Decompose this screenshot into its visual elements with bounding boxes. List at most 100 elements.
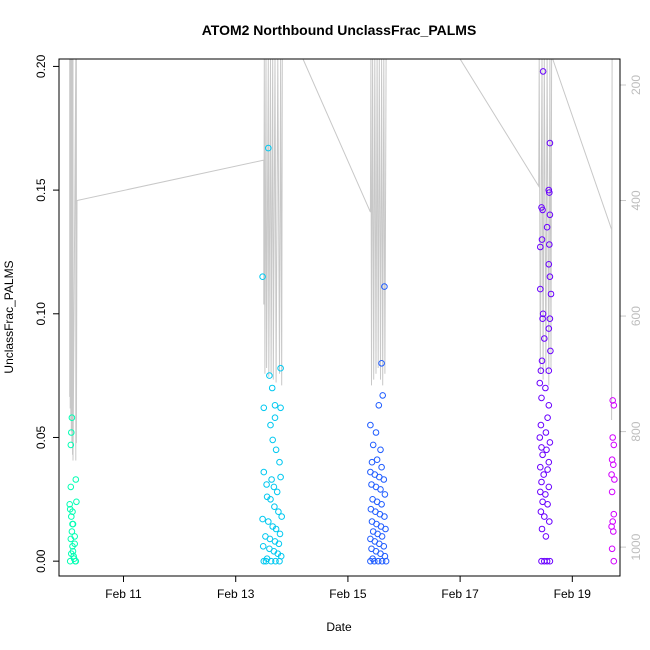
data-point [271, 414, 279, 422]
data-point [374, 557, 382, 565]
data-point [546, 139, 554, 147]
data-point [378, 557, 386, 565]
data-point [610, 461, 617, 469]
data-point [71, 540, 78, 548]
data-point [382, 525, 389, 533]
data-point [610, 528, 617, 535]
data-point [68, 528, 76, 535]
data-point [72, 476, 80, 483]
data-point [263, 481, 270, 488]
x-tick-label: Feb 19 [554, 587, 592, 601]
data-point [268, 476, 275, 483]
pressure-trace-layer [67, 59, 613, 461]
data-point [537, 488, 544, 496]
data-point [68, 429, 75, 436]
data-point [544, 414, 551, 422]
data-point [276, 458, 283, 466]
data-point [271, 503, 278, 511]
data-point [380, 543, 388, 550]
data-point [546, 518, 553, 525]
data-point [271, 402, 279, 409]
data-point [266, 372, 273, 379]
data-point [381, 513, 388, 520]
x-tick-label: Feb 13 [217, 587, 255, 601]
data-point [381, 491, 389, 498]
x-axis-label: Date [326, 620, 352, 634]
plot-frame [58, 58, 621, 577]
data-point [537, 243, 544, 251]
data-point [377, 446, 384, 454]
data-point [541, 513, 548, 520]
data-point [608, 471, 615, 478]
data-point [69, 520, 76, 528]
data-point [542, 429, 550, 436]
data-point [69, 508, 76, 516]
data-point [275, 540, 283, 548]
data-point [536, 379, 544, 387]
data-point [608, 545, 616, 553]
data-point [610, 441, 618, 449]
data-point [369, 441, 377, 449]
data-point [545, 483, 553, 491]
data-point [267, 421, 274, 429]
axes-layer: Feb 11 Feb 13 Feb 15 Feb 17 Feb 19 0.00 0.05 0.… [34, 54, 643, 601]
data-point [546, 211, 554, 219]
y-tick-label: 0.20 [34, 54, 48, 78]
data-point [545, 402, 553, 409]
data-point [545, 458, 553, 466]
y-axis-label: UnclassFrac_PALMS [2, 260, 16, 373]
y2-tick-label: 800 [629, 421, 643, 441]
data-point [611, 476, 618, 483]
data-point [538, 525, 546, 533]
data-point [275, 508, 282, 516]
data-point [269, 436, 277, 444]
data-point [272, 525, 280, 533]
data-point [540, 471, 548, 478]
y2-tick-label: 400 [629, 190, 643, 210]
data-point [539, 315, 546, 323]
x-tick-label: Feb 17 [441, 587, 479, 601]
data-point [610, 510, 618, 518]
data-point [68, 414, 76, 422]
data-point [542, 491, 549, 498]
data-point [259, 273, 266, 281]
y-tick-label: 0.10 [34, 302, 48, 326]
y-tick-label: 0.05 [34, 425, 48, 449]
data-point [378, 533, 386, 540]
data-point [545, 325, 553, 332]
chart-title: ATOM2 Northbound UnclassFrac_PALMS [202, 22, 477, 38]
data-point [537, 463, 544, 471]
y2-tick-label: 1000 [629, 533, 643, 560]
data-point [272, 446, 280, 454]
data-point [377, 486, 384, 493]
data-point [277, 473, 284, 481]
data-point [371, 557, 378, 565]
data-point [545, 186, 553, 194]
data-point [260, 468, 268, 476]
data-point [277, 364, 284, 372]
y-tick-label: 0.00 [34, 549, 48, 573]
data-point [69, 548, 77, 555]
data-point [543, 557, 551, 565]
data-point [539, 68, 547, 75]
data-point [543, 223, 551, 231]
data-point [73, 498, 80, 506]
data-point [263, 555, 271, 563]
data-point [379, 392, 387, 399]
data-point [542, 384, 549, 392]
data-point [367, 421, 374, 429]
data-point [546, 189, 553, 196]
data-point [609, 397, 617, 404]
data-point [537, 508, 545, 516]
data-point [368, 458, 376, 466]
data-point [547, 347, 554, 355]
data-point [537, 367, 545, 375]
data-point [265, 518, 272, 525]
data-point [67, 483, 75, 491]
data-point [538, 394, 545, 402]
data-point [542, 533, 550, 540]
data-point [538, 478, 545, 486]
data-point [276, 530, 284, 538]
data-point [268, 384, 276, 392]
